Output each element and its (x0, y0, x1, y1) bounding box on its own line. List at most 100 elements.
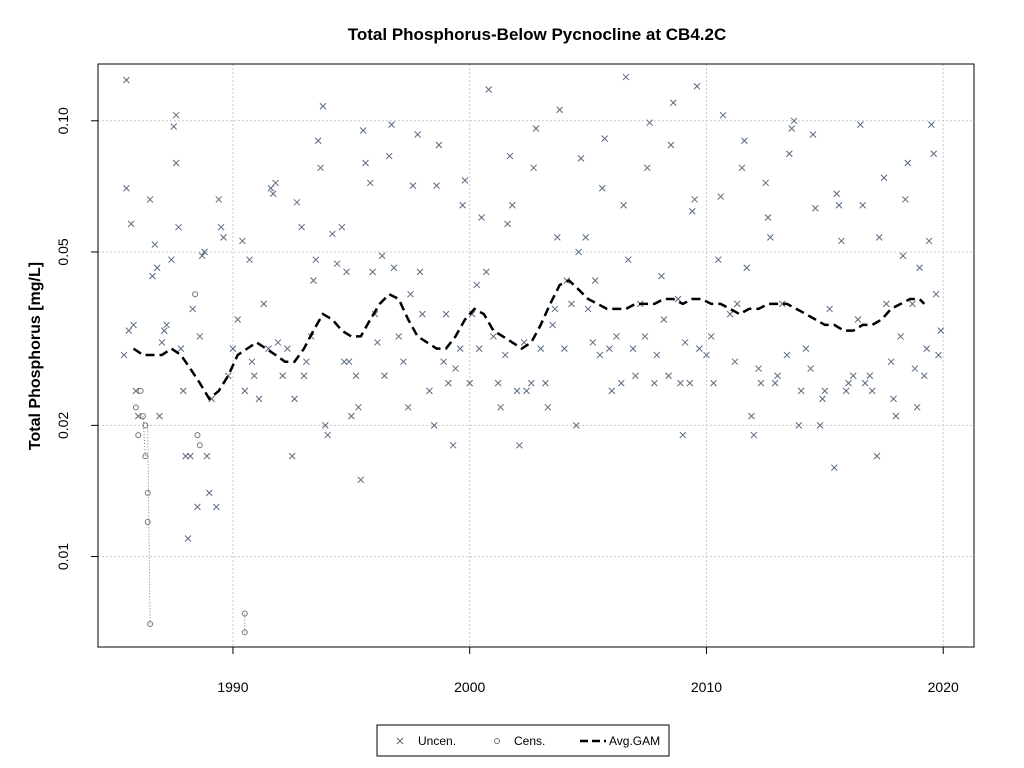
uncensored-point (691, 196, 698, 203)
uncensored-point (762, 179, 770, 187)
uncensored-point (920, 372, 928, 380)
uncensored-point (880, 174, 888, 182)
y-axis-label: Total Phosphorus [mg/L] (27, 262, 44, 450)
uncensored-point (577, 154, 585, 162)
uncensored-point (809, 131, 817, 138)
uncensored-point (930, 150, 938, 158)
uncensored-point (589, 339, 597, 346)
uncensored-point (130, 321, 137, 329)
uncensored-point (774, 372, 781, 380)
y-tick-label: 0.01 (55, 543, 71, 570)
uncensored-point (861, 379, 869, 387)
uncensored-point (385, 152, 393, 160)
uncensored-point (291, 395, 298, 403)
censored-point (142, 453, 149, 460)
uncensored-point (293, 198, 301, 206)
uncensored-point (733, 300, 741, 308)
uncensored-point (677, 379, 684, 387)
uncensored-point (220, 234, 227, 241)
uncensored-point (390, 264, 398, 272)
uncensored-point (352, 372, 360, 380)
uncensored-point (651, 379, 658, 387)
uncensored-point (400, 358, 407, 366)
uncensored-point (707, 333, 715, 340)
uncensored-point (248, 358, 256, 366)
uncensored-point (416, 268, 424, 276)
uncensored-point (556, 106, 564, 114)
uncensored-point (217, 223, 225, 231)
uncensored-point (229, 345, 237, 352)
legend-gam-label: Avg.GAM (609, 734, 660, 748)
uncensored-point (208, 395, 215, 403)
uncensored-point (442, 310, 450, 318)
uncensored-point (198, 252, 206, 260)
uncensored-point (314, 137, 322, 145)
uncensored-point (771, 379, 779, 387)
uncensored-point (601, 135, 609, 142)
uncensored-point (452, 365, 459, 372)
uncensored-point (340, 358, 348, 366)
uncensored-point (561, 345, 568, 352)
uncensored-point (151, 241, 159, 248)
legend-uncen-marker (396, 737, 404, 745)
gam-line (132, 279, 926, 401)
uncensored-point (459, 201, 466, 209)
uncensored-point (665, 372, 672, 380)
uncensored-point (149, 272, 156, 280)
uncensored-point (802, 345, 810, 352)
censored-point (144, 489, 151, 496)
uncensored-point (629, 345, 637, 352)
uncensored-point (757, 379, 765, 387)
uncensored-point (156, 412, 163, 420)
x-tick-label: 2020 (928, 679, 959, 695)
uncensored-point (324, 431, 332, 439)
uncensored-point (785, 150, 793, 158)
uncensored-point (433, 182, 440, 189)
uncensored-point (298, 223, 305, 231)
uncensored-point (778, 300, 786, 308)
uncensored-point (838, 237, 845, 245)
uncensored-point (643, 164, 651, 172)
uncensored-point (935, 351, 942, 359)
uncensored-point (743, 264, 751, 272)
uncensored-point (362, 159, 369, 167)
uncensored-point (646, 119, 653, 127)
uncensored-point (414, 131, 421, 138)
uncensored-point (897, 333, 904, 340)
uncensored-point (374, 339, 381, 346)
uncensored-point (807, 365, 814, 372)
uncensored-point (395, 333, 403, 340)
uncensored-point (925, 237, 933, 245)
uncensored-point (250, 372, 258, 380)
axes: 1990 2000 2010 2020 0.01 0.02 0.05 0.10 (55, 107, 959, 695)
uncensored-point (797, 387, 805, 395)
legend-cens-label: Cens. (514, 734, 545, 748)
uncensored-point (419, 310, 426, 318)
uncensored-point (478, 214, 485, 221)
uncensored-point (274, 339, 282, 346)
uncensored-point (530, 164, 537, 172)
uncensored-point (596, 351, 604, 359)
uncensored-point (859, 201, 867, 209)
uncensored-point (679, 431, 687, 439)
uncensored-point (482, 268, 490, 276)
uncensored-point (575, 248, 582, 256)
censored-point (241, 610, 248, 617)
uncensored-point (553, 234, 561, 241)
uncensored-point (177, 345, 185, 352)
uncensored-point (911, 365, 919, 372)
uncensored-point (688, 207, 696, 215)
y-tick-label: 0.02 (55, 412, 71, 439)
uncensored-point (127, 220, 135, 228)
uncensored-point (669, 99, 677, 107)
uncensored-point (279, 372, 287, 380)
uncensored-point (329, 230, 336, 238)
uncensored-point (883, 300, 890, 308)
uncensored-point (544, 403, 552, 411)
data-points (120, 73, 945, 636)
uncensored-point (819, 395, 826, 403)
uncensored-point (168, 256, 175, 264)
uncensored-point (916, 264, 923, 272)
uncensored-point (830, 464, 838, 471)
